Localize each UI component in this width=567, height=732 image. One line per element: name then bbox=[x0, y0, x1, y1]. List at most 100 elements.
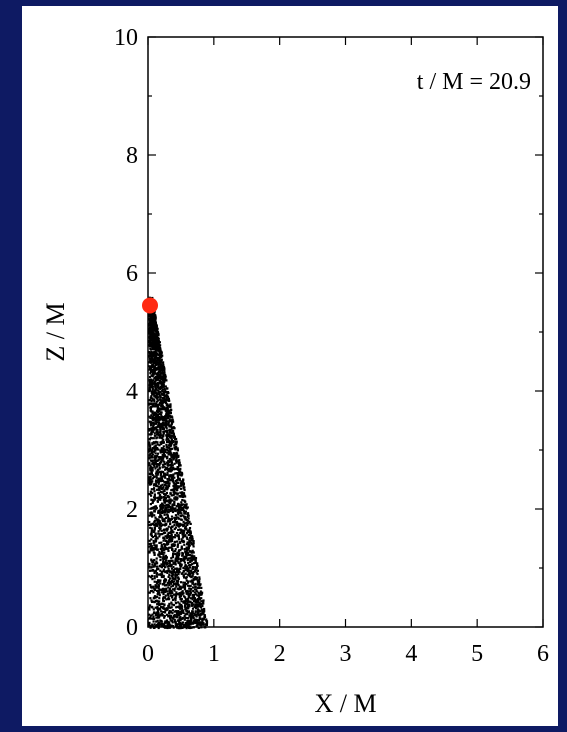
particle bbox=[151, 589, 154, 592]
particle bbox=[190, 580, 193, 583]
particle bbox=[160, 495, 163, 498]
particle bbox=[150, 454, 153, 458]
particle bbox=[148, 442, 151, 445]
particle bbox=[161, 588, 164, 591]
particle bbox=[187, 517, 190, 520]
particle bbox=[149, 424, 153, 427]
particle bbox=[164, 570, 168, 573]
particle bbox=[148, 477, 151, 480]
particle bbox=[153, 551, 156, 555]
particle bbox=[155, 572, 159, 575]
particle bbox=[190, 615, 193, 618]
particle bbox=[151, 416, 154, 419]
particle bbox=[161, 418, 165, 421]
particle bbox=[172, 458, 175, 461]
particle bbox=[189, 564, 192, 567]
particle bbox=[179, 549, 182, 552]
particle bbox=[176, 449, 179, 452]
particle bbox=[164, 414, 168, 417]
particle bbox=[173, 507, 176, 510]
particle bbox=[170, 439, 173, 442]
particle bbox=[167, 516, 170, 520]
particle bbox=[174, 578, 177, 581]
particle bbox=[152, 382, 155, 385]
particle bbox=[168, 450, 171, 453]
particle bbox=[171, 548, 174, 551]
particle bbox=[178, 620, 181, 623]
particle bbox=[178, 571, 181, 574]
y-tick-label-2: 4 bbox=[126, 379, 138, 405]
particle bbox=[153, 383, 156, 386]
particle bbox=[177, 528, 180, 531]
particle bbox=[174, 514, 177, 517]
particle bbox=[173, 462, 176, 465]
particle bbox=[170, 452, 173, 455]
particle bbox=[163, 621, 166, 624]
particle bbox=[179, 506, 182, 509]
particle bbox=[188, 550, 191, 553]
particle bbox=[166, 429, 169, 432]
particle bbox=[169, 434, 172, 437]
particle bbox=[169, 565, 173, 568]
particle bbox=[166, 473, 169, 476]
particle bbox=[200, 586, 203, 589]
particle bbox=[163, 462, 167, 465]
particle bbox=[195, 599, 198, 602]
particle bbox=[156, 418, 159, 422]
particle bbox=[173, 613, 176, 617]
particle bbox=[174, 483, 178, 486]
particle bbox=[171, 504, 175, 507]
particle bbox=[168, 611, 171, 614]
particle bbox=[182, 609, 185, 612]
particle bbox=[165, 509, 168, 512]
particle bbox=[159, 433, 162, 436]
particle bbox=[156, 432, 159, 435]
particle bbox=[160, 563, 163, 566]
particle bbox=[161, 396, 164, 400]
particle bbox=[185, 536, 188, 539]
particle bbox=[189, 522, 192, 525]
particle bbox=[183, 548, 186, 551]
particle bbox=[182, 534, 185, 537]
particle bbox=[163, 614, 166, 618]
particle bbox=[177, 553, 180, 556]
particle bbox=[164, 596, 167, 599]
particle bbox=[162, 593, 165, 596]
particle bbox=[180, 509, 184, 512]
particle bbox=[161, 545, 164, 548]
particle bbox=[150, 527, 153, 530]
particle bbox=[156, 408, 159, 411]
particle bbox=[149, 513, 152, 516]
particle bbox=[176, 485, 179, 488]
particle bbox=[193, 621, 196, 624]
particle bbox=[162, 416, 165, 419]
particle bbox=[152, 591, 155, 594]
particle bbox=[170, 423, 173, 426]
particle bbox=[181, 514, 184, 517]
particle bbox=[161, 440, 164, 443]
particle bbox=[169, 405, 172, 409]
particle bbox=[173, 583, 176, 586]
particle bbox=[185, 602, 188, 606]
particle bbox=[166, 410, 170, 413]
particle bbox=[160, 544, 163, 547]
particle bbox=[157, 365, 160, 369]
particle bbox=[159, 506, 162, 509]
particle bbox=[168, 414, 171, 417]
particle bbox=[176, 571, 179, 574]
particle bbox=[186, 621, 189, 624]
particle bbox=[178, 624, 181, 627]
particle bbox=[162, 419, 165, 422]
particle bbox=[149, 590, 152, 593]
particle bbox=[164, 375, 167, 378]
particle bbox=[164, 399, 167, 402]
particle bbox=[158, 403, 161, 406]
particle bbox=[171, 538, 174, 541]
particle bbox=[178, 606, 181, 609]
particle bbox=[156, 548, 159, 551]
particle bbox=[159, 347, 162, 350]
particle bbox=[193, 597, 196, 600]
particle bbox=[162, 570, 165, 573]
particle bbox=[187, 595, 190, 598]
particle bbox=[162, 529, 165, 532]
